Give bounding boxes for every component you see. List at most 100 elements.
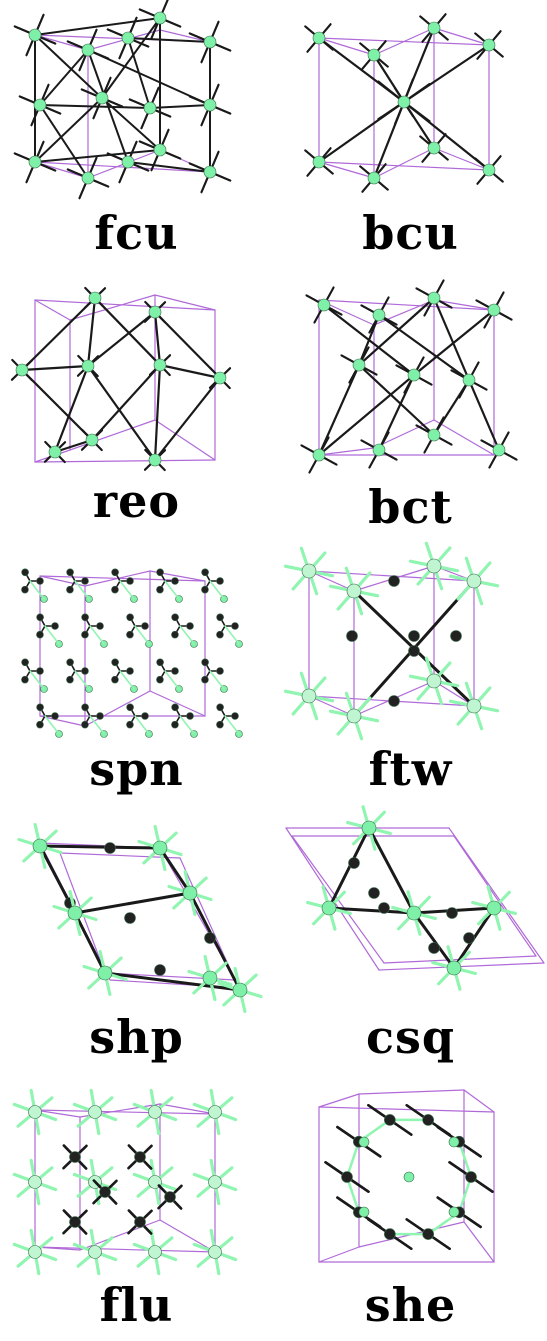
node-dark	[36, 630, 44, 639]
node-dark	[51, 712, 59, 720]
node	[358, 1206, 370, 1218]
node	[301, 688, 317, 704]
cell-edge	[34, 161, 211, 173]
node-dark	[164, 1191, 176, 1203]
node-dark	[104, 842, 116, 854]
bond	[39, 104, 151, 109]
node	[81, 171, 95, 185]
cell-edge	[84, 690, 151, 727]
bond	[357, 296, 436, 367]
cell-edge	[59, 852, 181, 859]
cell-edge	[318, 1093, 360, 1108]
panel-label-bcu: bcu	[362, 206, 459, 260]
cell-edge	[159, 29, 211, 43]
cell-edge	[318, 299, 495, 311]
node-dark	[204, 932, 216, 944]
bond	[119, 580, 135, 600]
bond	[345, 1175, 361, 1214]
node	[486, 900, 502, 916]
node	[148, 1245, 162, 1259]
node-dark	[36, 703, 44, 712]
panel-label-ftw: ftw	[368, 742, 453, 796]
bond	[74, 670, 90, 690]
node-dark	[171, 577, 179, 585]
bond	[393, 26, 436, 126]
panel-label-bct: bct	[368, 480, 453, 534]
bond	[188, 891, 242, 992]
bond	[127, 37, 151, 109]
bond	[457, 1140, 473, 1179]
bond	[158, 846, 192, 895]
node	[67, 905, 83, 921]
node	[232, 982, 248, 998]
bond	[317, 373, 416, 457]
bond	[20, 368, 94, 442]
node	[182, 885, 198, 901]
panel-csq: csq	[274, 805, 547, 1076]
node-dark	[36, 613, 44, 622]
bond	[153, 376, 222, 462]
node-dark	[348, 857, 360, 869]
bond	[127, 37, 211, 43]
bond	[101, 97, 161, 151]
node	[466, 698, 482, 714]
bond	[89, 715, 105, 735]
node	[346, 583, 362, 599]
cell-edge	[318, 161, 490, 171]
node-dark	[171, 613, 179, 622]
node-dark	[111, 568, 119, 577]
node-dark	[216, 703, 224, 712]
node	[85, 433, 99, 447]
node-dark	[422, 1228, 434, 1240]
bond	[101, 17, 161, 99]
bond	[357, 313, 381, 367]
cell-edge	[463, 1089, 495, 1113]
node	[88, 1245, 102, 1259]
node	[203, 165, 217, 179]
node-dark	[216, 630, 224, 639]
she-net-diagram	[318, 1089, 495, 1263]
node	[32, 838, 48, 854]
node-dark	[368, 887, 380, 899]
cell-edge	[34, 299, 216, 311]
node	[397, 95, 411, 109]
bond	[20, 364, 90, 372]
panel-label-flu: flu	[99, 1278, 174, 1332]
node-dark	[156, 585, 164, 594]
node	[321, 900, 337, 916]
node	[97, 965, 113, 981]
node	[482, 163, 496, 177]
cell-edge	[69, 294, 156, 321]
cell-edge	[159, 1103, 216, 1115]
bond	[179, 715, 195, 735]
node-dark	[111, 675, 119, 684]
node-dark	[156, 658, 164, 667]
bct-net-diagram	[300, 279, 518, 474]
node-dark	[69, 1216, 81, 1228]
node-dark	[81, 613, 89, 622]
node-dark	[126, 630, 134, 639]
node	[403, 1171, 415, 1183]
node-dark	[346, 630, 358, 642]
node	[426, 673, 442, 689]
bond	[412, 911, 456, 970]
bond	[153, 363, 162, 462]
node	[448, 1206, 460, 1218]
node	[427, 428, 441, 442]
node-dark	[111, 585, 119, 594]
cell-edge	[318, 161, 375, 179]
bond	[103, 971, 242, 992]
bond	[39, 104, 89, 179]
node	[482, 38, 496, 52]
cell-edge	[308, 695, 355, 717]
cell-edge	[159, 1219, 216, 1253]
node-dark	[66, 658, 74, 667]
node-dark	[201, 658, 209, 667]
bond	[327, 906, 416, 915]
bond	[164, 580, 180, 600]
node-dark	[21, 675, 29, 684]
bond	[345, 1140, 361, 1179]
node	[367, 171, 381, 185]
bond	[53, 364, 90, 454]
cell-edge	[463, 1221, 495, 1263]
